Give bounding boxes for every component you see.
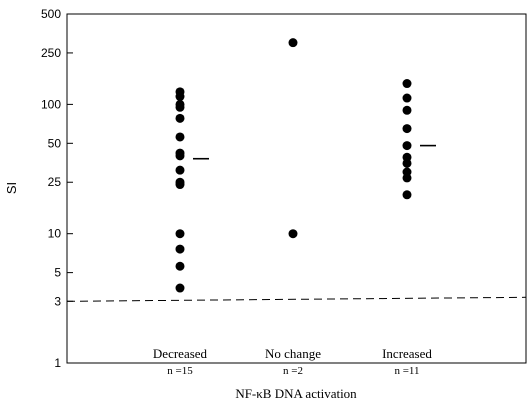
category-label: No change <box>265 346 321 361</box>
plot-area <box>66 13 527 364</box>
data-point <box>175 132 185 142</box>
y-axis-title: SI <box>4 182 19 194</box>
data-point <box>288 38 298 48</box>
y-tick-label: 50 <box>48 136 62 150</box>
data-point <box>175 261 185 271</box>
data-point <box>402 124 412 134</box>
data-point <box>402 79 412 89</box>
data-point <box>175 180 185 190</box>
median-markers <box>193 144 436 160</box>
data-point <box>175 113 185 123</box>
category-labels: Decreased n =15 No change n =2 Increased n =1… <box>153 346 432 377</box>
x-axis-title: NF-κB DNA activation <box>235 386 357 401</box>
y-tick-label: 5 <box>54 266 61 280</box>
y-tick-label: 500 <box>41 7 61 21</box>
y-tick-label: 100 <box>41 97 61 111</box>
data-point <box>175 92 185 102</box>
data-point <box>175 244 185 254</box>
y-tick-label: 25 <box>48 175 62 189</box>
data-point <box>175 151 185 161</box>
data-point <box>402 93 412 103</box>
category-n-label: n =15 <box>167 365 193 377</box>
y-axis-ticks: 1 3 5 10 25 50 100 250 500 <box>41 7 73 370</box>
category-label: Decreased <box>153 346 208 361</box>
data-points <box>175 38 412 293</box>
data-point <box>402 158 412 168</box>
data-point <box>175 229 185 239</box>
data-point <box>402 173 412 183</box>
data-point <box>402 105 412 115</box>
data-point <box>175 102 185 112</box>
y-tick-label: 3 <box>54 294 61 308</box>
category-label: Increased <box>382 346 432 361</box>
data-point <box>175 283 185 293</box>
y-tick-label: 1 <box>54 356 61 370</box>
data-point <box>402 190 412 200</box>
data-point <box>402 141 412 151</box>
y-tick-label: 250 <box>41 46 61 60</box>
data-point <box>288 229 298 239</box>
category-n-label: n =2 <box>283 365 303 377</box>
reference-line <box>66 296 527 302</box>
y-tick-label: 10 <box>48 227 62 241</box>
category-n-label: n =11 <box>394 365 419 377</box>
data-point <box>175 165 185 175</box>
